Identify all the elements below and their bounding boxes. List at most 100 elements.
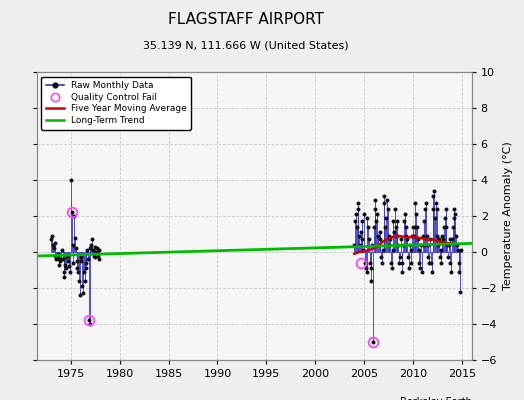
Point (419, 233, 427, 239)
Point (84, 317, 93, 324)
Point (402, 224, 411, 230)
Point (452, 233, 460, 239)
Point (440, 224, 448, 230)
Point (389, 218, 398, 225)
Point (390, 229, 398, 235)
Point (72, 245, 80, 252)
Point (70, 213, 78, 219)
Point (56, 262, 64, 268)
Point (444, 242, 453, 248)
Point (435, 254, 444, 261)
Point (397, 260, 406, 266)
Point (65, 263, 73, 270)
Point (366, 260, 374, 266)
Point (412, 211, 420, 218)
Text: FLAGSTAFF AIRPORT: FLAGSTAFF AIRPORT (168, 12, 324, 27)
Point (387, 260, 395, 266)
Point (413, 236, 422, 242)
Point (376, 229, 385, 235)
Point (88, 236, 96, 242)
Point (48, 233, 57, 239)
Point (84, 256, 92, 262)
Point (413, 224, 421, 230)
Point (391, 224, 400, 230)
Point (94, 252, 102, 259)
Point (423, 242, 432, 248)
Point (426, 236, 434, 242)
Point (447, 269, 455, 275)
Point (93, 245, 101, 252)
Point (79, 290, 88, 297)
Point (375, 242, 383, 248)
Point (386, 236, 395, 242)
Point (57, 256, 66, 262)
Point (433, 233, 442, 239)
Point (380, 200, 389, 206)
Point (90, 243, 99, 250)
Point (67, 177, 75, 183)
Point (58, 247, 66, 254)
Point (438, 233, 446, 239)
Point (363, 214, 372, 221)
Legend: Raw Monthly Data, Quality Control Fail, Five Year Moving Average, Long-Term Tren: Raw Monthly Data, Quality Control Fail, … (41, 76, 191, 130)
Point (81, 278, 89, 284)
Point (368, 242, 376, 248)
Point (428, 269, 436, 275)
Point (375, 236, 384, 242)
Point (95, 256, 104, 262)
Point (66, 269, 74, 275)
Point (361, 260, 369, 266)
Point (369, 339, 377, 345)
Point (434, 242, 442, 248)
Point (416, 265, 424, 271)
Text: 35.139 N, 111.666 W (United States): 35.139 N, 111.666 W (United States) (144, 40, 349, 50)
Point (436, 247, 445, 254)
Point (396, 254, 404, 261)
Point (448, 236, 456, 242)
Point (403, 236, 411, 242)
Point (350, 242, 358, 248)
Point (394, 233, 402, 239)
Point (357, 229, 365, 235)
Point (446, 260, 455, 266)
Point (439, 236, 447, 242)
Point (75, 292, 84, 298)
Point (406, 242, 414, 248)
Point (432, 200, 440, 206)
Point (399, 242, 407, 248)
Point (424, 254, 433, 261)
Point (365, 236, 373, 242)
Point (414, 247, 423, 254)
Point (92, 249, 100, 255)
Point (410, 200, 419, 206)
Point (59, 269, 68, 275)
Point (449, 224, 457, 230)
Point (68, 242, 77, 248)
Point (437, 260, 445, 266)
Point (409, 224, 417, 230)
Point (379, 193, 388, 199)
Point (89, 247, 97, 254)
Point (354, 200, 363, 206)
Point (78, 283, 86, 290)
Point (49, 242, 57, 248)
Point (405, 265, 413, 271)
Point (422, 200, 430, 206)
Point (53, 250, 62, 257)
Point (423, 233, 431, 239)
Point (451, 211, 460, 218)
Point (372, 206, 380, 212)
Point (358, 236, 367, 242)
Point (59, 256, 67, 262)
Point (362, 269, 370, 275)
Point (456, 288, 464, 295)
Point (69, 260, 78, 266)
Point (378, 260, 386, 266)
Point (428, 193, 436, 199)
Point (367, 278, 376, 284)
Y-axis label: Temperature Anomaly (°C): Temperature Anomaly (°C) (503, 142, 512, 290)
Point (406, 247, 414, 254)
Point (63, 252, 72, 259)
Point (68, 209, 76, 216)
Point (442, 224, 451, 230)
